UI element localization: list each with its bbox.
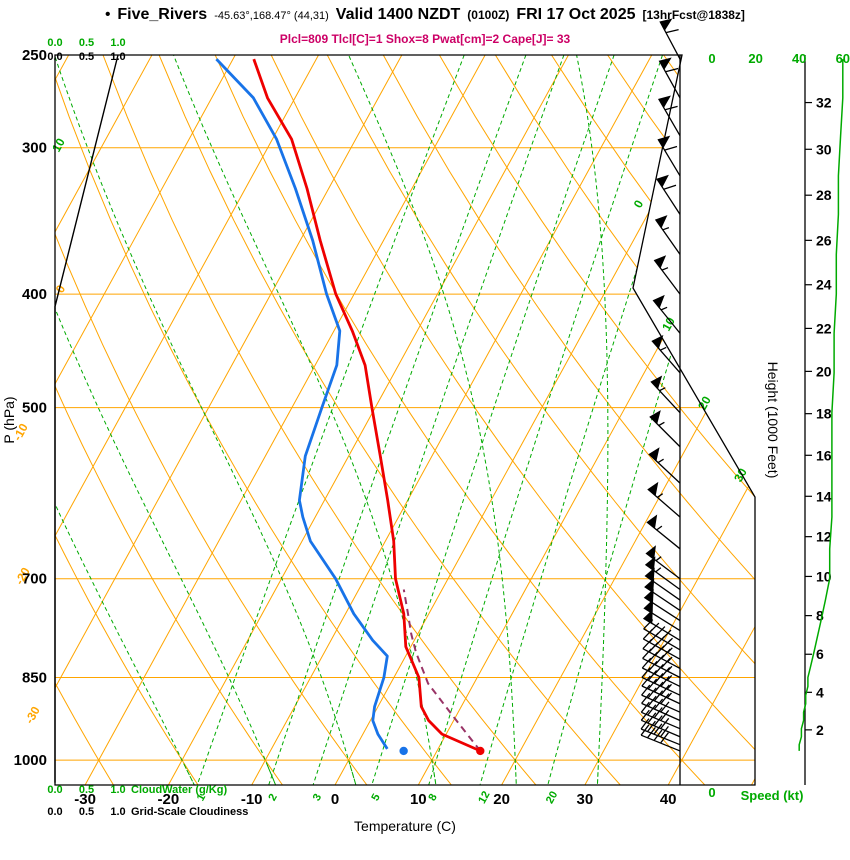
svg-text:850: 850 [22,670,47,687]
svg-text:2: 2 [816,722,824,738]
svg-text:-30: -30 [22,704,43,726]
svg-text:0: 0 [631,197,647,210]
svg-text:8: 8 [816,608,824,624]
svg-text:0: 0 [708,51,715,66]
svg-text:18: 18 [816,406,832,422]
svg-text:3: 3 [311,792,324,803]
svg-text:2: 2 [266,792,279,803]
station-bullet-icon: • [105,6,111,23]
svg-text:Height (1000 Feet): Height (1000 Feet) [765,362,781,479]
dewpoint-curve [215,58,389,750]
station-name: Five_Rivers [117,6,208,23]
svg-text:-30: -30 [74,791,96,808]
svg-text:-10: -10 [241,791,263,808]
svg-text:1.0: 1.0 [110,37,125,49]
skewt-grid [55,55,755,785]
svg-text:0.5: 0.5 [79,806,94,818]
svg-text:10: 10 [659,315,678,334]
svg-text:0.5: 0.5 [79,37,94,49]
svg-text:16: 16 [816,447,832,463]
valid-date: FRI 17 Oct 2025 [516,6,636,23]
svg-text:1.0: 1.0 [110,806,125,818]
svg-text:20: 20 [493,791,510,808]
svg-text:30: 30 [816,141,832,157]
svg-text:12: 12 [476,789,492,806]
svg-text:26: 26 [816,232,832,248]
temperature-curve [252,58,481,753]
svg-text:20: 20 [695,394,714,413]
svg-text:400: 400 [22,286,47,303]
sounding-indices: Plcl=809 Tlcl[C]=1 Shox=8 Pwat[cm]=2 Cap… [279,32,571,46]
svg-text:P (hPa): P (hPa) [1,396,17,443]
svg-text:250: 250 [22,47,47,64]
svg-text:6: 6 [816,646,824,662]
svg-text:32: 32 [816,95,832,111]
svg-text:0.5: 0.5 [79,784,94,796]
svg-text:1.0: 1.0 [110,784,125,796]
plot-frame [54,54,756,786]
svg-text:Speed (kt): Speed (kt) [741,788,804,803]
svg-text:40: 40 [792,51,806,66]
svg-text:20: 20 [748,51,762,66]
svg-text:0.0: 0.0 [47,37,62,49]
wind-barbs [640,18,681,785]
svg-text:0.0: 0.0 [47,784,62,796]
chart-title: • Five_Rivers -45.63°,168.47° (44,31) Va… [0,6,850,24]
svg-text:10: 10 [816,568,832,584]
svg-text:300: 300 [22,140,47,157]
station-coords: -45.63°,168.47° (44,31) [214,10,329,22]
svg-text:0.5: 0.5 [79,51,94,63]
svg-text:Grid-Scale Cloudiness: Grid-Scale Cloudiness [131,806,248,818]
svg-text:12: 12 [816,529,832,545]
svg-text:20: 20 [544,789,560,806]
svg-text:14: 14 [816,488,832,504]
cloudiness-profile [54,54,119,783]
svg-text:22: 22 [816,320,832,336]
svg-text:30: 30 [577,791,594,808]
cloud-scales: 0.0 0.5 1.0 0.0 0.5 1.0 0.0 0.5 1.0 CloudWater (g… [47,37,248,818]
svg-text:0: 0 [331,791,339,808]
svg-text:500: 500 [22,400,47,417]
svg-text:-20: -20 [158,791,180,808]
svg-text:700: 700 [22,571,47,588]
svg-text:60: 60 [836,51,850,66]
svg-text:4: 4 [816,684,824,700]
svg-text:Temperature (C): Temperature (C) [354,818,456,834]
valid-time: Valid 1400 NZDT [335,6,461,23]
parcel-curve [402,589,482,752]
svg-text:24: 24 [816,277,832,293]
svg-text:0.0: 0.0 [47,806,62,818]
svg-text:5: 5 [369,792,382,803]
valid-time-zulu: (0100Z) [467,8,510,22]
surface-dewpoint-dot [399,746,408,756]
svg-text:0: 0 [708,785,715,800]
svg-text:10: 10 [49,136,68,155]
svg-text:10: 10 [410,791,427,808]
svg-text:28: 28 [816,187,832,203]
surface-temperature-dot [476,746,485,756]
svg-text:1.0: 1.0 [110,51,125,63]
svg-text:1: 1 [195,792,208,803]
svg-text:CloudWater (g/Kg): CloudWater (g/Kg) [131,784,227,796]
speed-profile: 0 20 40 60 0 Speed (kt) [708,51,850,803]
svg-text:0.0: 0.0 [47,51,62,63]
svg-text:40: 40 [660,791,677,808]
svg-text:8: 8 [426,792,439,803]
svg-text:1000: 1000 [14,752,47,769]
forecast-hour: [13hrFcst@1838z] [642,8,745,22]
svg-text:30: 30 [731,466,750,485]
svg-text:20: 20 [816,363,832,379]
